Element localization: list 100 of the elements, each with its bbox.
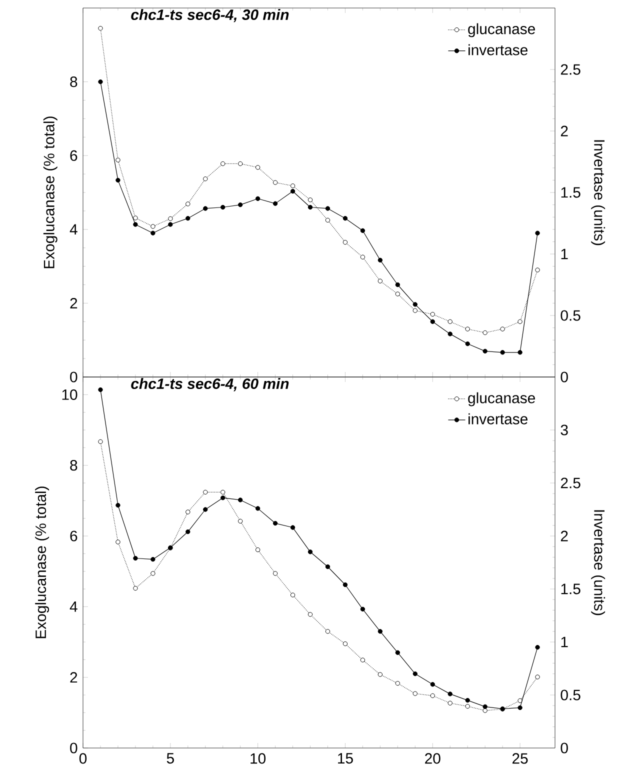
point — [203, 176, 208, 182]
y-tick-label: 0 — [70, 372, 78, 382]
point — [378, 629, 383, 634]
point — [150, 230, 156, 236]
chart-title: chc1-ts sec6-4, 60 min — [131, 378, 289, 392]
point — [448, 700, 452, 706]
point — [535, 268, 540, 272]
point — [98, 439, 103, 444]
point — [500, 326, 505, 332]
y2-tick-label: 0.5 — [560, 690, 580, 700]
point — [220, 495, 226, 500]
point — [186, 529, 190, 534]
point — [535, 644, 540, 650]
point — [412, 308, 418, 313]
chart-title: chc1-ts sec6-4, 30 min — [131, 9, 289, 22]
y2-tick-label: 1 — [561, 636, 568, 648]
point — [518, 705, 522, 710]
point — [255, 165, 260, 170]
point — [238, 498, 243, 502]
y-axis-title: Exoglucanase (% total) — [43, 116, 58, 268]
point — [150, 571, 156, 576]
point — [518, 319, 522, 324]
point — [238, 518, 243, 524]
x-tick-label: 5 — [166, 753, 174, 764]
x-tick-label: 10 — [250, 753, 266, 764]
y2-tick-label: 1.5 — [561, 584, 580, 594]
point — [255, 547, 260, 552]
point — [272, 201, 278, 206]
y-tick-label: 4 — [70, 224, 78, 235]
point — [116, 178, 120, 183]
point — [482, 704, 488, 710]
point — [360, 606, 366, 612]
point — [116, 158, 120, 162]
point — [133, 216, 138, 220]
point — [360, 228, 366, 233]
point — [98, 79, 103, 84]
point — [465, 341, 470, 346]
point — [448, 692, 452, 696]
point — [133, 222, 138, 227]
point — [133, 586, 138, 591]
y2-axis-title: Invertase (units) — [591, 510, 606, 616]
point — [535, 230, 540, 236]
point — [255, 506, 260, 511]
x-tick-label: 15 — [338, 753, 353, 764]
point — [186, 216, 190, 221]
point — [98, 387, 103, 392]
point — [325, 218, 330, 223]
point — [430, 693, 435, 698]
point — [98, 26, 103, 31]
point — [412, 302, 418, 307]
point — [378, 258, 383, 262]
point — [518, 350, 522, 355]
point — [220, 161, 226, 166]
point — [325, 629, 330, 634]
x-tick-label: 20 — [425, 753, 440, 764]
point — [238, 202, 243, 208]
point — [203, 490, 208, 495]
point — [448, 319, 452, 324]
point — [272, 180, 278, 185]
point — [308, 612, 313, 617]
point — [203, 206, 208, 211]
point — [535, 674, 540, 680]
point — [308, 550, 313, 554]
point — [482, 348, 488, 354]
y2-tick-label: 3 — [560, 424, 568, 436]
point — [308, 198, 313, 202]
legend-label: invertase — [468, 413, 528, 424]
y2-axis-title: Invertase (units) — [591, 140, 606, 246]
legend-label: glucanase — [468, 23, 535, 38]
point — [395, 292, 400, 296]
point — [116, 540, 120, 544]
point — [500, 350, 505, 355]
point — [186, 510, 190, 514]
point — [412, 671, 418, 676]
legend-label: glucanase — [468, 392, 535, 406]
point — [290, 188, 296, 194]
point — [395, 650, 400, 655]
point — [342, 641, 348, 646]
x-tick-label: 0 — [79, 753, 87, 764]
y-axis-title: Exoglucanase (% total) — [35, 486, 50, 638]
point — [186, 202, 190, 206]
point — [290, 525, 296, 530]
point — [342, 216, 348, 221]
point — [168, 222, 173, 227]
point — [325, 564, 330, 570]
y2-tick-label: 2 — [560, 530, 568, 542]
y-tick-label: 10 — [62, 389, 78, 400]
point — [255, 196, 260, 201]
y-tick-label: 4 — [70, 602, 78, 612]
legend-label: invertase — [468, 44, 528, 56]
point — [342, 582, 348, 588]
y-tick-label: 0 — [70, 742, 78, 754]
y2-tick-label: 0.5 — [560, 310, 580, 321]
y-tick-label: 8 — [70, 460, 78, 471]
x-tick-label: 25 — [512, 753, 528, 764]
point — [272, 520, 278, 526]
point — [238, 161, 243, 166]
point — [378, 672, 383, 677]
point — [482, 330, 488, 336]
point — [325, 206, 330, 211]
